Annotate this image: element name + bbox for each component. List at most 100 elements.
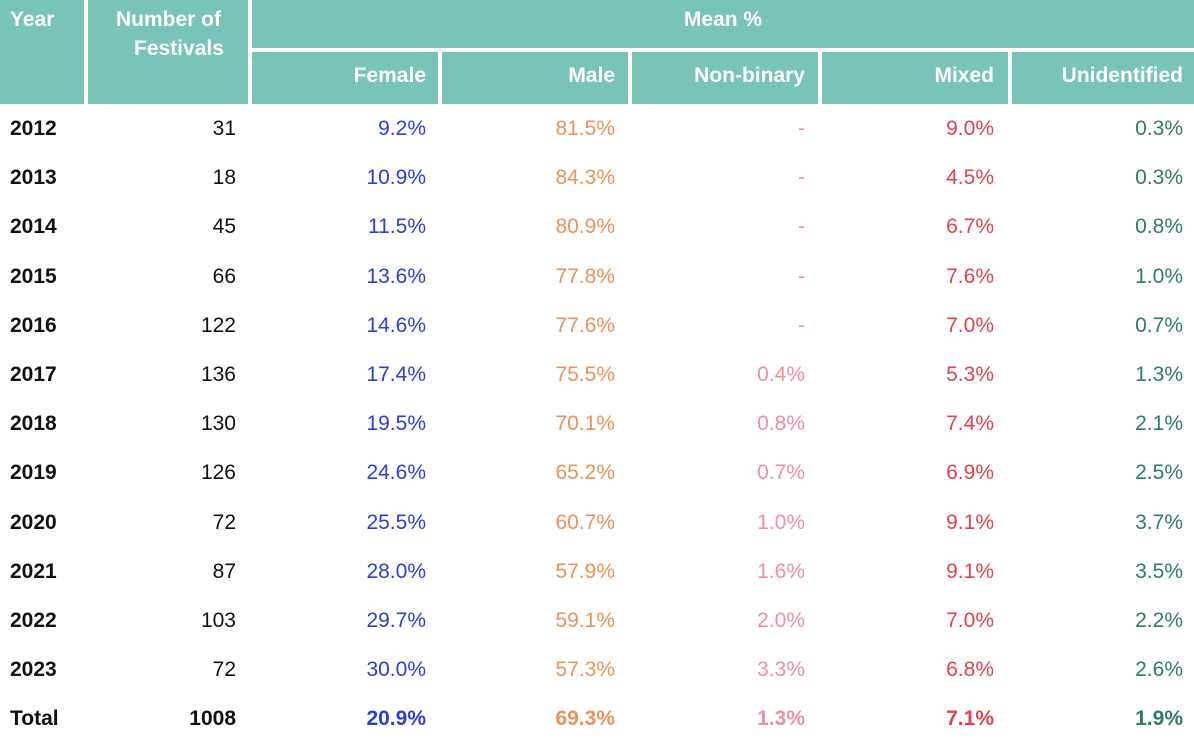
cell-nonbinary: - xyxy=(798,264,805,288)
cell-nonbinary: - xyxy=(798,166,805,190)
header-festivals-cell: Number of Festivals xyxy=(88,0,248,104)
total-row: Total 1008 20.9% 69.3% 1.3% 7.1% 1.9% xyxy=(0,694,1194,743)
table-row: 2022 103 29.7% 59.1% 2.0% 7.0% 2.2% xyxy=(0,596,1194,645)
cell-festivals: 136 xyxy=(200,362,236,386)
cell-male: 59.1% xyxy=(555,608,615,632)
cell-festivals: 31 xyxy=(212,117,236,140)
cell-male: 69.3% xyxy=(555,707,615,731)
cell-male: 65.2% xyxy=(555,461,615,485)
cell-festivals: 72 xyxy=(212,510,236,534)
header-female: Female xyxy=(353,64,426,87)
table-row: 2016 122 14.6% 77.6% - 7.0% 0.7% xyxy=(0,301,1194,350)
cell-female: 14.6% xyxy=(366,313,426,337)
cell-female: 30.0% xyxy=(366,658,426,682)
cell-year: 2018 xyxy=(10,412,57,436)
cell-nonbinary: 2.0% xyxy=(757,608,805,632)
cell-year: 2015 xyxy=(10,264,57,288)
cell-male: 75.5% xyxy=(555,362,615,386)
cell-male: 80.9% xyxy=(555,215,615,239)
header-male: Male xyxy=(568,64,615,87)
table-row: 2015 66 13.6% 77.8% - 7.6% 1.0% xyxy=(0,252,1194,301)
table-row: 2023 72 30.0% 57.3% 3.3% 6.8% 2.6% xyxy=(0,645,1194,694)
cell-male: 77.8% xyxy=(555,264,615,288)
cell-female: 20.9% xyxy=(366,707,426,731)
cell-unidentified: 1.0% xyxy=(1135,264,1183,288)
cell-unidentified: 0.3% xyxy=(1135,166,1183,190)
cell-unidentified: 2.6% xyxy=(1135,658,1183,682)
cell-year: 2014 xyxy=(10,215,57,239)
cell-mixed: 6.7% xyxy=(946,215,994,239)
cell-unidentified: 2.1% xyxy=(1135,412,1183,436)
table-body: 2012 31 9.2% 81.5% - 9.0% 0.3% 2013 18 10.9% 84.3%… xyxy=(0,104,1194,743)
cell-female: 19.5% xyxy=(366,412,426,436)
cell-female: 10.9% xyxy=(366,166,426,190)
header-nonbinary-cell: Non-binary xyxy=(632,52,818,104)
cell-unidentified: 1.9% xyxy=(1135,707,1183,731)
cell-festivals: 72 xyxy=(212,658,236,682)
table-row: 2013 18 10.9% 84.3% - 4.5% 0.3% xyxy=(0,153,1194,202)
cell-unidentified: 2.5% xyxy=(1135,461,1183,485)
cell-male: 84.3% xyxy=(555,166,615,190)
cell-female: 11.5% xyxy=(368,215,426,239)
table-row: 2019 126 24.6% 65.2% 0.7% 6.9% 2.5% xyxy=(0,448,1194,497)
cell-mixed: 7.1% xyxy=(946,707,994,731)
cell-year: 2021 xyxy=(10,559,57,583)
cell-mixed: 7.0% xyxy=(946,608,994,632)
cell-unidentified: 2.2% xyxy=(1135,608,1183,632)
cell-male: 77.6% xyxy=(555,313,615,337)
cell-festivals: 45 xyxy=(212,215,236,239)
header-nonbinary: Non-binary xyxy=(694,64,805,87)
cell-nonbinary: 0.4% xyxy=(757,362,805,386)
table-row: 2018 130 19.5% 70.1% 0.8% 7.4% 2.1% xyxy=(0,399,1194,448)
cell-year: 2016 xyxy=(10,313,57,337)
cell-mixed: 7.4% xyxy=(946,412,994,436)
cell-mixed: 9.1% xyxy=(946,559,994,583)
cell-year: 2017 xyxy=(10,362,57,386)
cell-female: 25.5% xyxy=(366,510,426,534)
cell-nonbinary: 3.3% xyxy=(757,658,805,682)
cell-female: 17.4% xyxy=(366,362,426,386)
cell-male: 60.7% xyxy=(555,510,615,534)
cell-unidentified: 0.3% xyxy=(1135,117,1183,140)
header-mixed: Mixed xyxy=(934,64,994,87)
cell-female: 29.7% xyxy=(366,608,426,632)
cell-nonbinary: 1.0% xyxy=(757,510,805,534)
cell-year: 2013 xyxy=(10,166,57,190)
cell-nonbinary: - xyxy=(798,215,805,239)
cell-male: 57.3% xyxy=(555,658,615,682)
header-male-cell: Male xyxy=(442,52,628,104)
cell-festivals: 126 xyxy=(200,461,236,485)
cell-nonbinary: 1.3% xyxy=(757,707,805,731)
cell-nonbinary: - xyxy=(798,313,805,337)
header-mixed-cell: Mixed xyxy=(822,52,1008,104)
cell-year: Total xyxy=(10,707,59,731)
header-year: Year xyxy=(10,8,55,31)
cell-mixed: 7.6% xyxy=(946,264,994,288)
header-year-cell: Year xyxy=(0,0,84,104)
cell-mixed: 4.5% xyxy=(946,166,994,190)
header-unidentified-cell: Unidentified xyxy=(1012,52,1194,104)
cell-mixed: 7.0% xyxy=(946,313,994,337)
cell-male: 70.1% xyxy=(555,412,615,436)
table-row: 2020 72 25.5% 60.7% 1.0% 9.1% 3.7% xyxy=(0,498,1194,547)
table-row: 2021 87 28.0% 57.9% 1.6% 9.1% 3.5% xyxy=(0,547,1194,596)
cell-festivals: 103 xyxy=(200,608,236,632)
cell-nonbinary: 0.8% xyxy=(757,412,805,436)
cell-female: 9.2% xyxy=(378,117,426,140)
cell-year: 2023 xyxy=(10,658,57,682)
cell-nonbinary: 1.6% xyxy=(757,559,805,583)
cell-unidentified: 1.3% xyxy=(1135,362,1183,386)
cell-female: 28.0% xyxy=(366,559,426,583)
cell-unidentified: 3.7% xyxy=(1135,510,1183,534)
cell-festivals: 130 xyxy=(200,412,236,436)
header-unidentified: Unidentified xyxy=(1061,64,1183,87)
cell-unidentified: 0.7% xyxy=(1135,313,1183,337)
header-festivals-line1: Number of xyxy=(116,8,221,31)
cell-festivals: 87 xyxy=(212,559,236,583)
cell-unidentified: 0.8% xyxy=(1135,215,1183,239)
cell-female: 24.6% xyxy=(366,461,426,485)
cell-mixed: 5.3% xyxy=(946,362,994,386)
cell-nonbinary: 0.7% xyxy=(757,461,805,485)
cell-festivals: 66 xyxy=(212,264,236,288)
cell-male: 57.9% xyxy=(555,559,615,583)
